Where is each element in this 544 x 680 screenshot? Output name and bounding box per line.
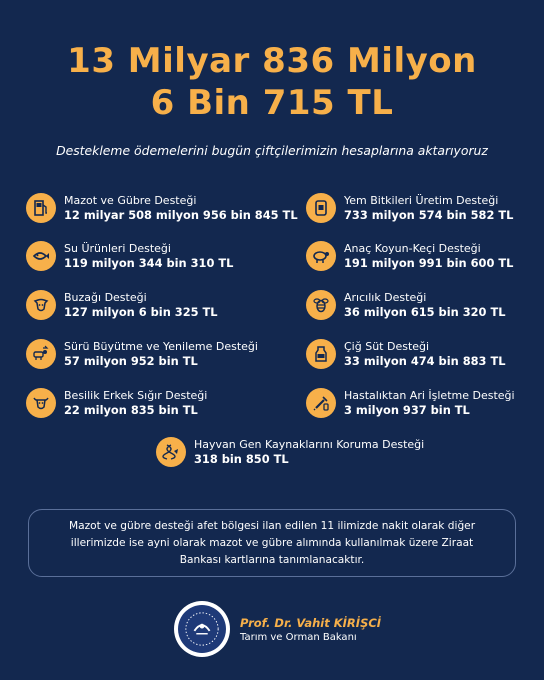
support-label: Mazot ve Gübre Desteği — [64, 193, 197, 207]
footer: Prof. Dr. Vahit KİRİŞCİ Tarım ve Orman B… — [174, 601, 381, 657]
ministry-seal-icon — [174, 601, 230, 657]
calf-icon — [26, 290, 56, 320]
support-item-gene: Hayvan Gen Kaynaklarını Koruma Desteği 3… — [156, 437, 424, 467]
support-item-milk: Çiğ Süt Desteği 33 milyon 474 bin 883 TL — [306, 339, 505, 369]
support-label: Buzağı Desteği — [64, 290, 147, 304]
support-amount: 22 milyon 835 bin TL — [64, 402, 198, 417]
support-label: Hastalıktan Ari İşletme Desteği — [344, 388, 515, 402]
support-amount: 127 milyon 6 bin 325 TL — [64, 304, 218, 319]
support-item-bull: Besilik Erkek Sığır Desteği 22 milyon 83… — [26, 388, 207, 418]
support-label: Sürü Büyütme ve Yenileme Desteği — [64, 339, 258, 353]
support-label: Hayvan Gen Kaynaklarını Koruma Desteği — [194, 437, 425, 451]
feed-sack-icon — [306, 193, 336, 223]
support-amount: 3 milyon 937 bin TL — [344, 402, 470, 417]
minister-name: Prof. Dr. Vahit KİRİŞCİ — [240, 615, 382, 630]
herd-icon — [26, 339, 56, 369]
support-label: Arıcılık Desteği — [344, 290, 427, 304]
fish-icon — [26, 241, 56, 271]
fuel-pump-icon — [26, 193, 56, 223]
support-amount: 36 milyon 615 bin 320 TL — [344, 304, 506, 319]
support-label: Su Ürünleri Desteği — [64, 241, 171, 255]
support-amount: 33 milyon 474 bin 883 TL — [344, 353, 506, 368]
vaccine-icon — [306, 388, 336, 418]
dna-icon — [156, 437, 186, 467]
support-amount: 733 milyon 574 bin 582 TL — [344, 207, 514, 222]
support-item-fish: Su Ürünleri Desteği 119 milyon 344 bin 3… — [26, 241, 233, 271]
bull-icon — [26, 388, 56, 418]
milk-icon — [306, 339, 336, 369]
minister-role: Tarım ve Orman Bakanı — [240, 631, 357, 643]
support-amount: 12 milyar 508 milyon 956 bin 845 TL — [64, 207, 298, 222]
support-item-herd: Sürü Büyütme ve Yenileme Desteği 57 mily… — [26, 339, 258, 369]
support-item-vaccine: Hastalıktan Ari İşletme Desteği 3 milyon… — [306, 388, 515, 418]
support-item-feed: Yem Bitkileri Üretim Desteği 733 milyon … — [306, 193, 513, 223]
page-title: 13 Milyar 836 Milyon 6 Bin 715 TL — [0, 40, 544, 124]
sheep-icon — [306, 241, 336, 271]
support-label: Anaç Koyun-Keçi Desteği — [344, 241, 481, 255]
support-item-calf: Buzağı Desteği 127 milyon 6 bin 325 TL — [26, 290, 218, 320]
support-label: Yem Bitkileri Üretim Desteği — [344, 193, 499, 207]
title-line-2: 6 Bin 715 TL — [150, 83, 394, 123]
support-item-bee: Arıcılık Desteği 36 milyon 615 bin 320 T… — [306, 290, 505, 320]
bee-icon — [306, 290, 336, 320]
support-item-fuel: Mazot ve Gübre Desteği 12 milyar 508 mil… — [26, 193, 298, 223]
support-amount: 318 bin 850 TL — [194, 451, 289, 466]
support-amount: 191 milyon 991 bin 600 TL — [344, 255, 514, 270]
support-label: Besilik Erkek Sığır Desteği — [64, 388, 208, 402]
title-line-1: 13 Milyar 836 Milyon — [67, 41, 477, 81]
support-amount: 57 milyon 952 bin TL — [64, 353, 198, 368]
support-item-sheep: Anaç Koyun-Keçi Desteği 191 milyon 991 b… — [306, 241, 513, 271]
support-label: Çiğ Süt Desteği — [344, 339, 430, 353]
info-note: Mazot ve gübre desteği afet bölgesi ilan… — [28, 509, 516, 577]
support-amount: 119 milyon 344 bin 310 TL — [64, 255, 234, 270]
page-subtitle: Destekleme ödemelerini bugün çiftçilerim… — [56, 143, 488, 158]
